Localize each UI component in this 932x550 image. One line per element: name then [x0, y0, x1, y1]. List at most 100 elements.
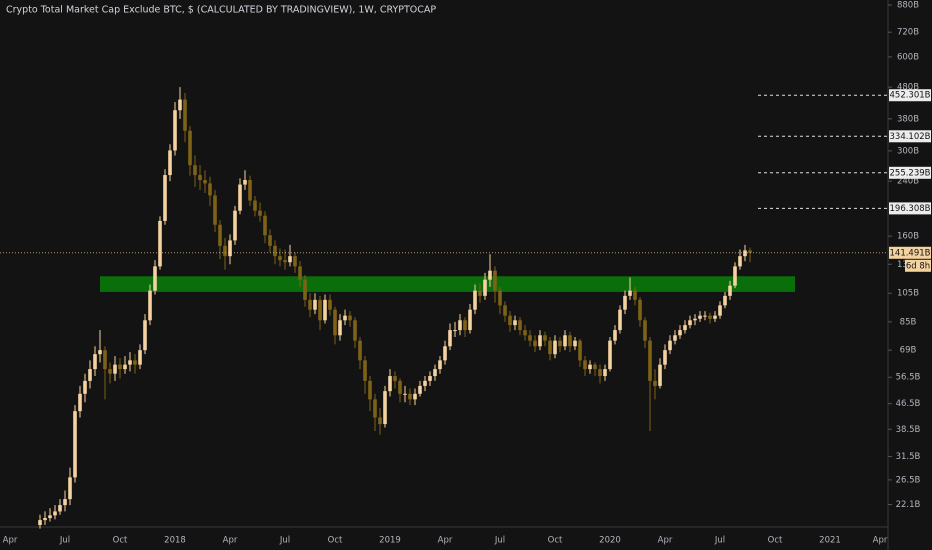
- candle-body: [293, 256, 297, 267]
- candle-body: [343, 315, 347, 321]
- candle-body: [653, 380, 657, 386]
- candle-body: [563, 335, 567, 347]
- candle-body: [463, 320, 467, 331]
- x-tick-label: 2021: [819, 536, 841, 546]
- candle-body: [68, 477, 72, 500]
- candle-body: [398, 380, 402, 394]
- candle-body: [383, 391, 387, 425]
- y-tick-label: 480B: [897, 83, 919, 93]
- y-tick-label: 56.5B: [896, 373, 921, 383]
- candle-body: [153, 266, 157, 291]
- candle-body: [743, 250, 747, 257]
- candle-body: [643, 320, 647, 341]
- candle-body: [708, 315, 712, 319]
- candle-body: [483, 279, 487, 296]
- candle-body: [453, 330, 457, 332]
- last-price-box: [889, 246, 931, 259]
- candle-body: [678, 330, 682, 336]
- candle-body: [713, 315, 717, 319]
- candle-body: [278, 256, 282, 261]
- x-tick-label: Oct: [548, 536, 563, 546]
- candle-body: [513, 320, 517, 326]
- candle-body: [683, 325, 687, 331]
- candle-body: [113, 364, 117, 374]
- candle-body: [423, 380, 427, 386]
- candle-body: [738, 256, 742, 267]
- candle-body: [123, 364, 127, 370]
- x-tick-label: Oct: [768, 536, 783, 546]
- candle-body: [733, 266, 737, 286]
- candle-body: [393, 376, 397, 381]
- x-tick-label: 2020: [599, 536, 621, 546]
- candle-body: [723, 295, 727, 306]
- candle-body: [138, 350, 142, 365]
- candle-body: [58, 505, 62, 512]
- candle-body: [458, 320, 462, 331]
- candle-body: [298, 266, 302, 280]
- candle-body: [443, 346, 447, 361]
- x-tick-label: Apr: [3, 536, 18, 546]
- candle-body: [378, 417, 382, 425]
- candle-body: [358, 340, 362, 361]
- candle-body: [663, 350, 667, 365]
- candle-body: [698, 315, 702, 319]
- candle-body: [658, 364, 662, 386]
- candle-body: [233, 210, 237, 241]
- candle-body: [508, 315, 512, 326]
- candle-body: [438, 360, 442, 370]
- y-tick-label: 105B: [897, 289, 919, 299]
- candle-body: [688, 320, 692, 326]
- candle-body: [493, 270, 497, 291]
- y-tick-label: 300B: [897, 146, 919, 156]
- candle-body: [193, 165, 197, 176]
- candle-body: [548, 340, 552, 355]
- x-tick-label: Apr: [658, 536, 673, 546]
- candle-body: [243, 180, 247, 185]
- candle-body: [613, 330, 617, 341]
- candle-body: [258, 210, 262, 216]
- y-tick-label: 26.5B: [896, 475, 921, 485]
- countdown-label: 6d 8h: [906, 261, 930, 271]
- x-tick-label: Apr: [873, 536, 888, 546]
- x-tick-label: Apr: [438, 536, 453, 546]
- candle-body: [503, 305, 507, 316]
- y-tick-label: 46.5B: [896, 399, 921, 409]
- candle-body: [368, 380, 372, 400]
- last-price-label: 141.491B: [890, 248, 931, 258]
- x-tick-label: Jul: [59, 536, 70, 546]
- candle-body: [183, 99, 187, 131]
- candle-body: [573, 340, 577, 347]
- candle-body: [203, 180, 207, 184]
- candle-body: [418, 385, 422, 394]
- x-tick-label: Oct: [113, 536, 128, 546]
- candle-body: [413, 393, 417, 400]
- candle-body: [88, 369, 92, 381]
- candle-body: [143, 320, 147, 351]
- candle-body: [213, 195, 217, 225]
- y-tick-label: 880B: [897, 0, 919, 10]
- y-tick-label: 31.5B: [896, 452, 921, 462]
- candle-body: [488, 270, 492, 280]
- candle-body: [498, 290, 502, 306]
- candle-body: [118, 364, 122, 370]
- candle-body: [238, 184, 242, 211]
- candle-body: [408, 393, 412, 400]
- candle-body: [623, 295, 627, 310]
- y-tick-label: 380B: [897, 114, 919, 124]
- candle-body: [48, 515, 52, 519]
- candle-body: [748, 250, 752, 253]
- candle-body: [93, 354, 97, 370]
- y-tick-label: 720B: [897, 28, 919, 38]
- y-tick-label: 38.5B: [896, 425, 921, 435]
- candle-body: [313, 299, 317, 310]
- candle-body: [83, 380, 87, 394]
- candle-body: [608, 340, 612, 370]
- y-tick-label: 600B: [897, 52, 919, 62]
- candle-body: [178, 99, 182, 111]
- x-tick-label: Jul: [279, 536, 290, 546]
- candle-body: [348, 315, 352, 321]
- candle-body: [648, 340, 652, 381]
- y-tick-label: 240B: [897, 177, 919, 187]
- candle-body: [198, 175, 202, 181]
